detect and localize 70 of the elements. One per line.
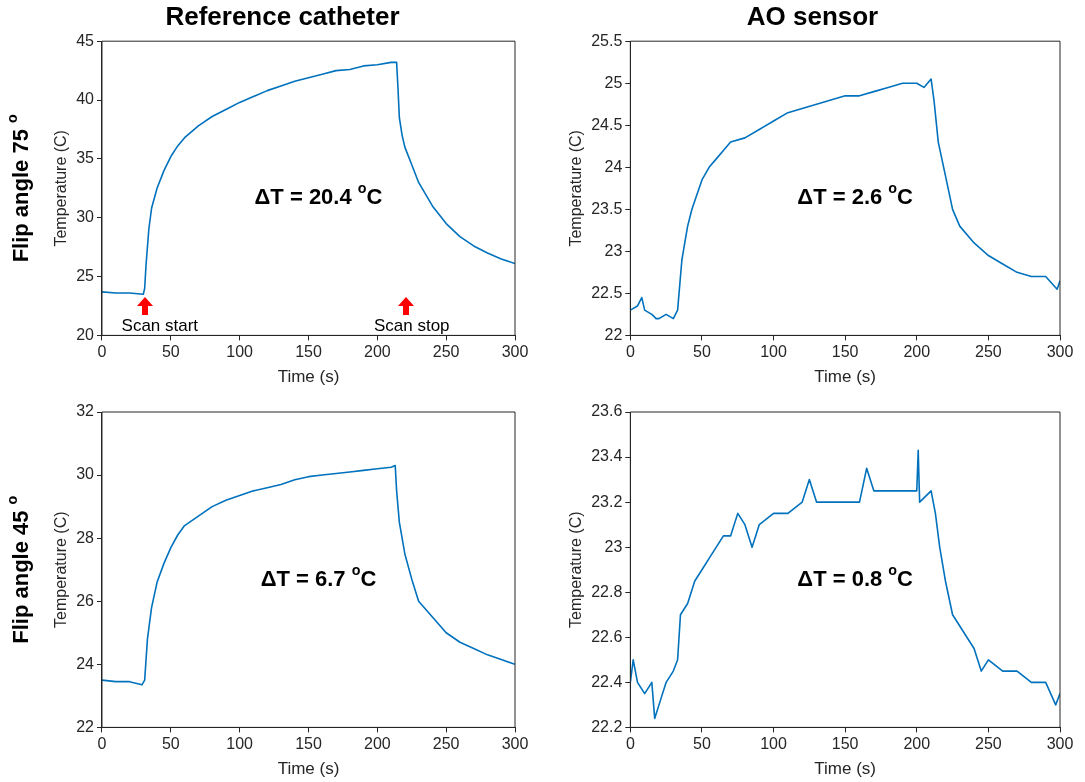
x-tick-label: 300 [501, 343, 529, 361]
x-tick-label: 200 [903, 735, 931, 753]
annotation: Scan stop [373, 316, 450, 336]
y-axis-title: Temperature (C) [52, 130, 70, 247]
y-tick-label: 22.4 [591, 672, 623, 690]
x-tick-label: 200 [903, 343, 931, 361]
text: Flip angle 75 o [4, 113, 34, 263]
y-tick-label: 35 [76, 149, 95, 167]
x-tick-label: 100 [760, 343, 788, 361]
y-tick-label: 40 [76, 90, 95, 108]
y-tick-label: 25 [604, 73, 623, 91]
x-tick-label: 250 [432, 343, 460, 361]
y-axis-title: Temperature (C) [52, 511, 70, 628]
chart-title: AO sensor [746, 0, 879, 31]
x-tick-label: 200 [363, 735, 391, 753]
annotation: Scan start [121, 316, 199, 336]
x-tick-label: 300 [1046, 343, 1074, 361]
y-tick-label: 24.5 [591, 115, 623, 133]
x-axis-title: Time (s) [277, 367, 340, 387]
y-axis-title: Temperature (C) [567, 511, 585, 628]
x-tick-label: 50 [161, 343, 180, 361]
y-tick-label: 22 [604, 325, 623, 343]
x-tick-label: 250 [975, 735, 1002, 753]
x-tick-label: 100 [226, 343, 254, 361]
y-tick-label: 22.2 [591, 717, 623, 735]
x-tick-label: 250 [975, 343, 1002, 361]
x-axis-title: Time (s) [277, 759, 340, 779]
x-tick-label: 150 [295, 735, 322, 753]
y-tick-label: 28 [76, 528, 95, 546]
y-tick-label: 25 [76, 266, 95, 284]
x-tick-label: 200 [363, 343, 391, 361]
text: Flip angle 45 o [4, 495, 34, 644]
y-tick-label: 30 [76, 465, 95, 483]
y-tick-label: 23.2 [591, 492, 623, 510]
x-tick-label: 0 [97, 343, 107, 361]
x-tick-label: 50 [693, 735, 711, 753]
x-tick-label: 150 [831, 343, 859, 361]
y-tick-label: 30 [76, 208, 95, 226]
x-tick-label: 150 [295, 343, 322, 361]
y-tick-label: 22.6 [591, 627, 623, 645]
y-tick-label: 32 [76, 402, 95, 420]
chart-title: Reference catheter [165, 0, 400, 31]
y-tick-label: 23 [604, 241, 623, 259]
y-tick-label: 22.5 [591, 283, 623, 301]
y-tick-label: 24 [76, 654, 95, 672]
x-tick-label: 150 [831, 735, 859, 753]
y-tick-label: 23.4 [591, 447, 623, 465]
x-axis-title: Time (s) [814, 367, 877, 387]
x-tick-label: 50 [161, 735, 180, 753]
x-tick-label: 300 [1046, 735, 1074, 753]
y-axis-title: Temperature (C) [567, 130, 585, 247]
y-tick-label: 20 [76, 325, 95, 343]
x-axis-title: Time (s) [814, 759, 877, 779]
x-tick-label: 0 [97, 735, 107, 753]
x-tick-label: 100 [760, 735, 788, 753]
x-tick-label: 250 [432, 735, 460, 753]
y-tick-label: 26 [76, 591, 95, 609]
y-tick-label: 23.5 [591, 199, 623, 217]
x-tick-label: 50 [693, 343, 711, 361]
y-tick-label: 23.6 [591, 402, 623, 420]
x-tick-label: 300 [501, 735, 529, 753]
y-tick-label: 22.8 [591, 582, 623, 600]
y-tick-label: 25.5 [591, 31, 623, 49]
x-tick-label: 0 [625, 343, 635, 361]
x-tick-label: 0 [625, 735, 635, 753]
y-tick-label: 24 [604, 157, 623, 175]
y-tick-label: 23 [604, 537, 623, 555]
y-tick-label: 22 [76, 717, 95, 735]
y-tick-label: 45 [76, 31, 95, 49]
x-tick-label: 100 [226, 735, 254, 753]
